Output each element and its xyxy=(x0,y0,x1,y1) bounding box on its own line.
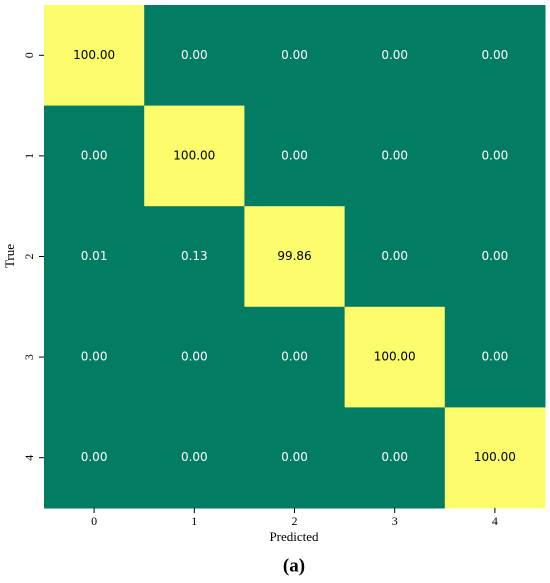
cell-label: 0.13 xyxy=(181,249,208,263)
x-tick-label: 2 xyxy=(292,514,298,528)
x-tick-label: 3 xyxy=(392,514,398,528)
heatmap-cell xyxy=(244,105,346,207)
heatmap-cell xyxy=(344,407,446,509)
heatmap-cell xyxy=(444,105,546,207)
cell-label: 0.00 xyxy=(181,48,208,62)
heatmap-cell xyxy=(244,206,346,308)
heatmap-cell xyxy=(44,5,145,107)
heatmap-cell xyxy=(144,206,245,308)
y-tick-label: 4 xyxy=(22,455,36,461)
heatmap-cell xyxy=(44,206,145,308)
x-tick-label: 0 xyxy=(91,514,97,528)
cell-label: 100.00 xyxy=(474,450,516,464)
heatmap-cell xyxy=(44,306,145,408)
heatmap-cell xyxy=(344,105,446,207)
heatmap-cell xyxy=(44,105,145,207)
cell-label: 0.00 xyxy=(181,450,208,464)
x-tick-label: 4 xyxy=(492,514,498,528)
cell-label: 0.00 xyxy=(381,450,408,464)
heatmap-cell xyxy=(144,306,245,408)
heatmap-cell xyxy=(244,306,346,408)
heatmap-cell xyxy=(344,306,446,408)
heatmap-cell xyxy=(244,407,346,509)
heatmap-cell xyxy=(444,407,546,509)
cell-label: 0.00 xyxy=(281,148,308,162)
cell-label: 0.00 xyxy=(181,350,208,364)
heatmap-cell xyxy=(44,407,145,509)
cell-label: 0.00 xyxy=(381,148,408,162)
heatmap-cell xyxy=(444,206,546,308)
heatmap-cell xyxy=(344,206,446,308)
y-tick-label: 0 xyxy=(22,52,36,58)
caption: (a) xyxy=(283,555,305,576)
cell-label: 0.00 xyxy=(482,48,509,62)
cell-label: 0.00 xyxy=(281,450,308,464)
cell-label: 0.00 xyxy=(482,350,509,364)
cell-label: 0.00 xyxy=(281,48,308,62)
x-tick-label: 1 xyxy=(191,514,197,528)
cell-label: 0.00 xyxy=(281,350,308,364)
cell-label: 100.00 xyxy=(73,48,115,62)
cell-label: 0.00 xyxy=(482,249,509,263)
y-tick-label: 2 xyxy=(22,254,36,260)
y-tick-label: 3 xyxy=(22,354,36,360)
heatmap-cell xyxy=(344,5,446,107)
y-tick-label: 1 xyxy=(22,153,36,159)
cell-label: 99.86 xyxy=(277,249,311,263)
cell-label: 0.00 xyxy=(81,350,108,364)
cell-label: 100.00 xyxy=(173,148,215,162)
x-axis-label: Predicted xyxy=(269,529,319,544)
heatmap-cell xyxy=(444,306,546,408)
cell-label: 0.00 xyxy=(381,48,408,62)
heatmap-cell xyxy=(144,105,245,207)
y-axis-label: True xyxy=(2,244,17,268)
heatmap-cell xyxy=(444,5,546,107)
heatmap-cell xyxy=(244,5,346,107)
cell-label: 100.00 xyxy=(374,350,416,364)
cell-label: 0.00 xyxy=(81,450,108,464)
cell-label: 0.00 xyxy=(482,148,509,162)
heatmap-cell xyxy=(144,5,245,107)
heatmap-cell xyxy=(144,407,245,509)
cell-label: 0.00 xyxy=(81,148,108,162)
cell-label: 0.01 xyxy=(81,249,108,263)
cell-label: 0.00 xyxy=(381,249,408,263)
